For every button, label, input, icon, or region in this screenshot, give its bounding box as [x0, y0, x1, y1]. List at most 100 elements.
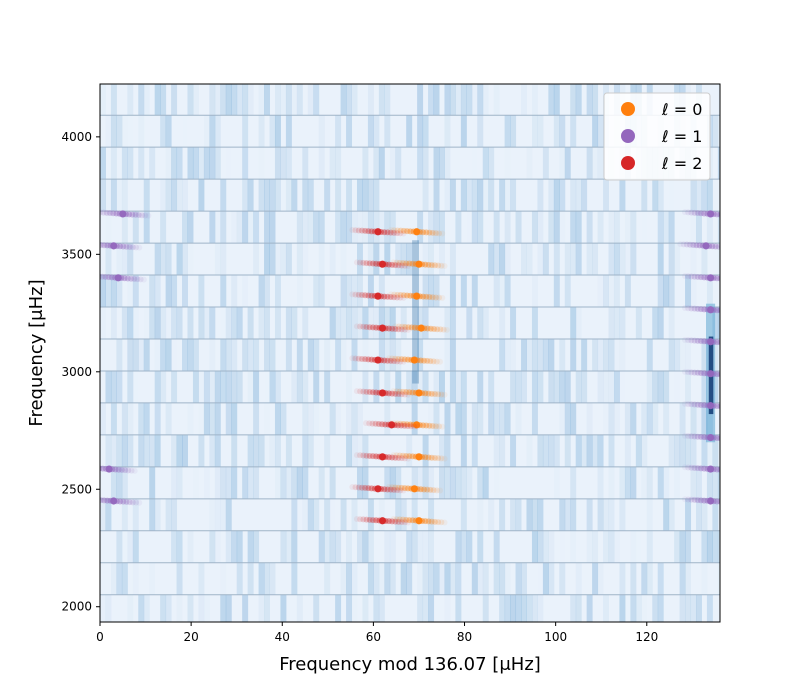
heatmap-stripe	[379, 563, 385, 595]
heatmap-stripe	[318, 147, 325, 180]
heatmap-stripe	[105, 115, 111, 147]
heatmap-stripe	[318, 530, 325, 563]
heatmap-stripe	[657, 370, 664, 403]
data-point-trail	[406, 389, 413, 396]
heatmap-stripe	[657, 211, 664, 244]
data-point-trail	[712, 243, 719, 250]
heatmap-stripe	[143, 179, 150, 212]
heatmap-stripe	[165, 594, 172, 622]
heatmap-stripe	[384, 562, 391, 595]
heatmap-stripe	[236, 307, 243, 339]
heatmap-stripe	[668, 498, 675, 531]
heatmap-stripe	[647, 499, 653, 531]
data-point-trail	[730, 468, 736, 474]
data-point-trail	[727, 340, 733, 346]
heatmap-stripe	[384, 84, 391, 116]
heatmap-stripe	[269, 370, 276, 403]
data-point-trail	[717, 498, 720, 505]
heatmap-stripe	[586, 402, 593, 435]
heatmap-stripe	[220, 179, 227, 212]
data-point-trail	[730, 340, 736, 346]
heatmap-stripe	[548, 211, 555, 244]
heatmap-stripe	[406, 562, 413, 595]
data-point-trail	[701, 370, 708, 377]
heatmap-stripe	[378, 275, 385, 308]
heatmap-stripe	[307, 498, 314, 531]
heatmap-stripe	[646, 402, 653, 435]
data-point-trail	[129, 244, 136, 251]
heatmap-stripe	[138, 147, 145, 180]
heatmap-stripe	[515, 370, 522, 403]
heatmap-stripe	[657, 307, 664, 339]
x-axis: 0 20 40 60 80 100 120	[96, 622, 658, 644]
heatmap-stripe	[482, 147, 489, 180]
heatmap-stripe	[258, 562, 265, 595]
data-point-trail	[730, 308, 736, 314]
data-point-trail	[366, 516, 373, 523]
heatmap-stripe	[395, 147, 402, 180]
heatmap-stripe	[176, 466, 183, 499]
heatmap-stripe	[542, 562, 549, 595]
heatmap-stripe	[384, 307, 391, 339]
data-point-trail	[439, 230, 446, 237]
data-point-trail	[717, 211, 720, 218]
data-point	[417, 324, 425, 332]
data-point-trail	[701, 210, 708, 217]
heatmap-stripe	[214, 84, 221, 116]
heatmap-stripe	[417, 370, 424, 403]
data-point-trail	[403, 260, 410, 267]
data-point-trail	[694, 433, 701, 440]
data-point-trail	[355, 355, 362, 362]
data-point-trail	[394, 230, 401, 237]
data-point-trail	[697, 370, 704, 377]
heatmap-stripe	[390, 147, 396, 179]
heatmap-stripe	[526, 435, 532, 467]
data-point-trail	[398, 484, 405, 491]
data-point-trail	[93, 273, 99, 279]
heatmap-stripe	[575, 562, 582, 595]
heatmap-stripe	[220, 84, 227, 116]
heatmap-stripe	[537, 530, 544, 563]
heatmap-stripe	[154, 498, 161, 531]
data-point-trail	[727, 276, 733, 282]
data-point	[415, 260, 423, 268]
heatmap-stripe	[116, 434, 123, 467]
data-point-trail	[382, 421, 389, 428]
heatmap-stripe	[166, 147, 172, 179]
heatmap-stripe	[417, 563, 423, 595]
data-point-trail	[387, 357, 394, 364]
data-point	[110, 497, 118, 505]
heatmap-stripe	[176, 434, 183, 467]
heatmap-stripe	[531, 307, 538, 339]
heatmap-stripe	[351, 338, 358, 371]
data-point-trail	[132, 211, 139, 218]
data-point-trail	[352, 484, 359, 491]
data-point	[706, 402, 715, 410]
heatmap-stripe	[105, 370, 112, 403]
heatmap-stripe	[619, 307, 626, 339]
heatmap-stripe	[214, 147, 221, 180]
data-point-trail	[373, 389, 380, 396]
heatmap-stripe	[127, 338, 134, 371]
data-point-trail	[730, 436, 736, 442]
data-point-trail	[393, 259, 400, 266]
heatmap-stripe	[619, 562, 626, 595]
data-point-trail	[733, 436, 739, 442]
data-point	[706, 274, 715, 282]
plot-frame	[99, 83, 721, 623]
data-point-trail	[694, 337, 701, 344]
heatmap-stripe	[384, 466, 391, 499]
heatmap-stripe	[712, 466, 719, 499]
heatmap-stripe	[367, 275, 374, 308]
data-point-trail	[730, 372, 736, 378]
heatmap-stripe	[685, 370, 692, 403]
data-point-trail	[399, 516, 406, 523]
data-point-trail	[401, 262, 408, 269]
heatmap-stripe	[553, 84, 560, 116]
heatmap-stripe	[291, 562, 298, 595]
heatmap-stripe	[362, 211, 369, 244]
heatmap-stripe	[422, 147, 429, 180]
heatmap-stripe	[356, 530, 363, 563]
heatmap-stripe	[679, 594, 686, 622]
heatmap-stripe	[329, 466, 336, 499]
